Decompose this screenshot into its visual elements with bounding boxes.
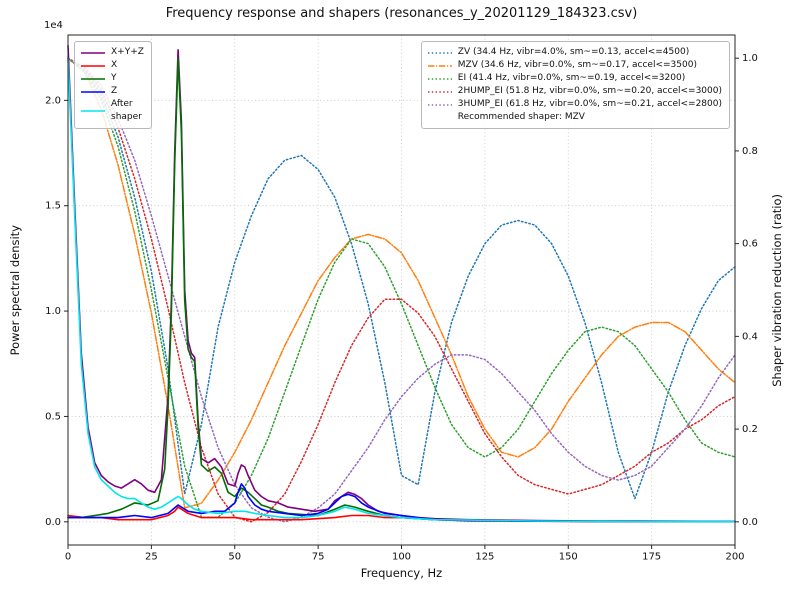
psd-legend-entry-X+Y+Z: X+Y+Z bbox=[80, 46, 144, 59]
psd-curve-After-shaper bbox=[67, 57, 736, 523]
legend-label: Z bbox=[111, 86, 118, 96]
shaper-curve-2HUMP_EI bbox=[67, 57, 736, 523]
legend-label: MZV (34.6 Hz, vibr=0.0%, sm~=0.17, accel… bbox=[457, 60, 697, 70]
x-tick-label: 100 bbox=[392, 551, 411, 562]
y-right-tick-label: 0.2 bbox=[742, 424, 758, 435]
psd-legend-entry-Y: Y bbox=[80, 72, 144, 85]
y-left-tick-label: 2.0 bbox=[45, 95, 61, 106]
psd-legend-entry-X: X bbox=[80, 59, 144, 72]
legend-label: ZV (34.4 Hz, vibr=4.0%, sm~=0.13, accel<… bbox=[457, 47, 690, 57]
shaper-curve-MZV bbox=[67, 57, 736, 509]
shaper-curve-ZV bbox=[67, 57, 736, 500]
shaper-legend-entry-ZV: ZV (34.4 Hz, vibr=4.0%, sm~=0.13, accel<… bbox=[427, 46, 722, 59]
y-left-tick-label: 0.5 bbox=[45, 411, 61, 422]
legend-line-sample bbox=[427, 64, 452, 67]
y-axis-offset-label: 1e4 bbox=[44, 20, 63, 31]
legend-line-sample bbox=[427, 90, 452, 93]
legend-label: 2HUMP_EI (51.8 Hz, vibr=0.0%, sm~=0.20, … bbox=[457, 86, 722, 96]
chart-title: Frequency response and shapers (resonanc… bbox=[165, 6, 638, 21]
legend-label: After shaper bbox=[111, 99, 142, 122]
x-tick-label: 75 bbox=[312, 551, 325, 562]
tick-marks-and-labels: 0 25 50 75 100 125 150 175 200 0.0 0.5 1.0 1.5 2.0 0.0… bbox=[45, 53, 758, 562]
legend-line-sample bbox=[81, 110, 105, 112]
y-right-tick-label: 0.4 bbox=[742, 331, 758, 342]
shaper-legend-entry-EI: EI (41.4 Hz, vibr=0.0%, sm~=0.19, accel<… bbox=[427, 72, 722, 85]
psd-legend: X+Y+Z X Y Z After shaper bbox=[74, 41, 152, 129]
psd-legend-entry-After-shaper: After shaper bbox=[80, 98, 144, 124]
legend-line-sample bbox=[427, 51, 452, 54]
legend-line-sample bbox=[81, 64, 105, 67]
x-axis-label: Frequency, Hz bbox=[360, 566, 443, 580]
legend-label: X bbox=[111, 60, 118, 70]
y-left-tick-label: 1.0 bbox=[45, 306, 61, 317]
y-left-tick-label: 1.5 bbox=[45, 201, 61, 212]
x-tick-label: 125 bbox=[475, 551, 494, 562]
shaper-legend: ZV (34.4 Hz, vibr=4.0%, sm~=0.13, accel<… bbox=[420, 41, 730, 129]
legend-label: 3HUMP_EI (61.8 Hz, vibr=0.0%, sm~=0.21, … bbox=[457, 99, 722, 109]
shaper-legend-entry-2HUMP_EI: 2HUMP_EI (51.8 Hz, vibr=0.0%, sm~=0.20, … bbox=[427, 85, 722, 98]
legend-blank-sample bbox=[427, 113, 453, 123]
legend-label: EI (41.4 Hz, vibr=0.0%, sm~=0.19, accel<… bbox=[457, 73, 686, 83]
shaper-curve-3HUMP_EI bbox=[67, 57, 736, 523]
legend-line-sample bbox=[427, 77, 452, 80]
y-axis-label-right: Shaper vibration reduction (ratio) bbox=[770, 193, 784, 387]
y-right-tick-label: 1.0 bbox=[742, 53, 758, 64]
x-tick-label: 0 bbox=[65, 551, 71, 562]
legend-line-sample bbox=[81, 77, 105, 80]
legend-label: Y bbox=[111, 73, 117, 83]
legend-line-sample bbox=[81, 51, 105, 54]
y-right-tick-label: 0.0 bbox=[742, 517, 758, 528]
legend-label: Recommended shaper: MZV bbox=[457, 112, 585, 122]
x-tick-label: 25 bbox=[145, 551, 158, 562]
recommended-shaper-note: Recommended shaper: MZV bbox=[427, 111, 722, 124]
psd-curve-Z bbox=[67, 483, 736, 523]
x-tick-label: 200 bbox=[725, 551, 744, 562]
psd-curve-Y bbox=[67, 57, 736, 523]
y-left-tick-label: 0.0 bbox=[45, 517, 61, 528]
x-tick-label: 150 bbox=[559, 551, 578, 562]
legend-line-sample bbox=[81, 90, 105, 93]
y-axis-label-left: Power spectral density bbox=[8, 224, 22, 356]
shaper-curve-EI bbox=[67, 57, 736, 518]
legend-line-sample bbox=[427, 103, 452, 106]
shaper-legend-entry-MZV: MZV (34.6 Hz, vibr=0.0%, sm~=0.17, accel… bbox=[427, 59, 722, 72]
series-lines bbox=[67, 44, 736, 523]
legend-label: X+Y+Z bbox=[111, 47, 144, 57]
shaper-legend-entry-3HUMP_EI: 3HUMP_EI (61.8 Hz, vibr=0.0%, sm~=0.21, … bbox=[427, 98, 722, 111]
y-right-tick-label: 0.8 bbox=[742, 146, 758, 157]
x-tick-label: 175 bbox=[642, 551, 661, 562]
x-tick-label: 50 bbox=[228, 551, 241, 562]
psd-legend-entry-Z: Z bbox=[80, 85, 144, 98]
y-right-tick-label: 0.6 bbox=[742, 239, 758, 250]
